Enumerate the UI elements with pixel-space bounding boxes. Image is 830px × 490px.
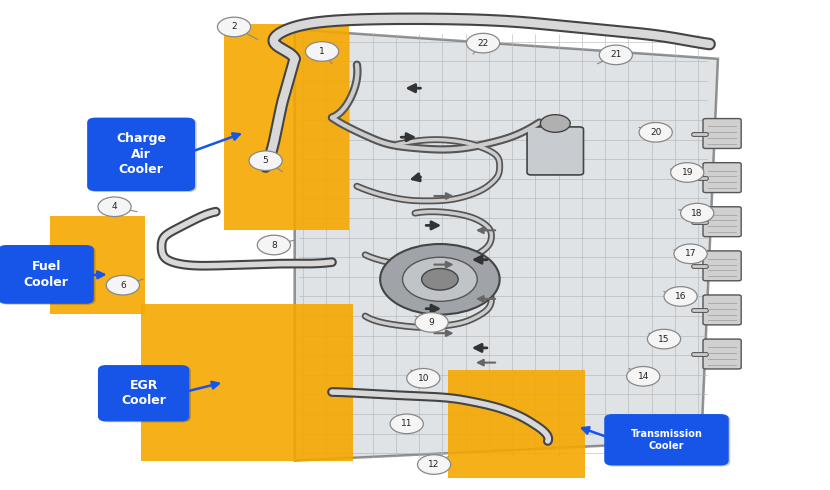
Circle shape	[639, 122, 672, 142]
Text: 17: 17	[685, 249, 696, 258]
Circle shape	[417, 455, 451, 474]
Text: 6: 6	[120, 281, 125, 290]
Bar	[224, 24, 349, 230]
FancyBboxPatch shape	[703, 295, 741, 325]
Circle shape	[681, 203, 714, 223]
Text: 19: 19	[681, 168, 693, 177]
Circle shape	[257, 235, 290, 255]
Text: Charge
Air
Cooler: Charge Air Cooler	[116, 132, 166, 176]
Text: 21: 21	[610, 50, 622, 59]
Text: 20: 20	[650, 128, 662, 137]
FancyBboxPatch shape	[703, 339, 741, 369]
Circle shape	[249, 151, 282, 171]
Circle shape	[664, 287, 697, 306]
Circle shape	[627, 367, 660, 386]
FancyBboxPatch shape	[89, 119, 197, 192]
Circle shape	[540, 115, 570, 132]
Circle shape	[403, 257, 477, 301]
Bar	[448, 370, 585, 478]
Text: 15: 15	[658, 335, 670, 343]
FancyBboxPatch shape	[703, 163, 741, 193]
Polygon shape	[295, 29, 718, 461]
FancyBboxPatch shape	[703, 251, 741, 281]
Circle shape	[305, 42, 339, 61]
Circle shape	[647, 329, 681, 349]
FancyBboxPatch shape	[606, 415, 730, 466]
Text: 22: 22	[477, 39, 489, 48]
Text: 11: 11	[401, 419, 413, 428]
Text: 8: 8	[271, 241, 276, 249]
Circle shape	[390, 414, 423, 434]
Circle shape	[674, 244, 707, 264]
FancyBboxPatch shape	[604, 414, 729, 466]
FancyBboxPatch shape	[0, 245, 94, 304]
Circle shape	[407, 368, 440, 388]
Text: 14: 14	[637, 372, 649, 381]
FancyBboxPatch shape	[703, 207, 741, 237]
Circle shape	[599, 45, 632, 65]
Circle shape	[217, 17, 251, 37]
FancyBboxPatch shape	[527, 127, 583, 175]
Circle shape	[422, 269, 458, 290]
Circle shape	[671, 163, 704, 182]
Circle shape	[466, 33, 500, 53]
Text: 2: 2	[232, 23, 237, 31]
Text: 16: 16	[675, 292, 686, 301]
Text: 1: 1	[320, 47, 325, 56]
Text: Transmission
Cooler: Transmission Cooler	[631, 429, 702, 451]
Text: EGR
Cooler: EGR Cooler	[121, 379, 166, 408]
Text: 10: 10	[417, 374, 429, 383]
Text: Fuel
Cooler: Fuel Cooler	[23, 260, 69, 289]
FancyBboxPatch shape	[703, 119, 741, 148]
FancyBboxPatch shape	[0, 246, 95, 305]
Bar	[50, 216, 145, 314]
Text: 18: 18	[691, 209, 703, 218]
Circle shape	[106, 275, 139, 295]
FancyBboxPatch shape	[87, 118, 195, 191]
Circle shape	[380, 244, 500, 315]
Text: 12: 12	[428, 460, 440, 469]
Bar	[141, 304, 353, 461]
Text: 5: 5	[263, 156, 268, 165]
Circle shape	[98, 197, 131, 217]
Text: 4: 4	[112, 202, 117, 211]
FancyBboxPatch shape	[98, 365, 189, 421]
FancyBboxPatch shape	[100, 366, 191, 422]
Circle shape	[415, 313, 448, 332]
Text: 9: 9	[429, 318, 434, 327]
